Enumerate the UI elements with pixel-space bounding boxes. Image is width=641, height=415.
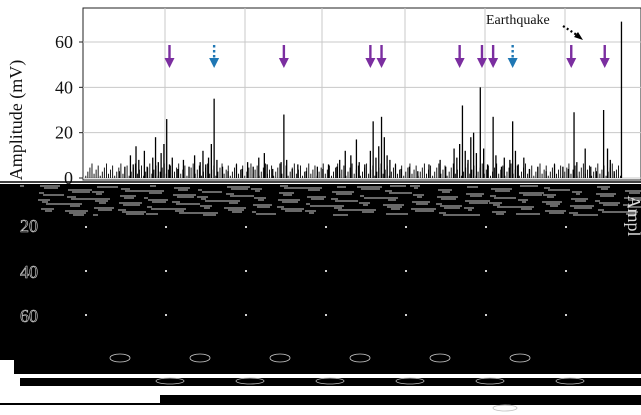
- artifact-strip-3: [160, 395, 641, 405]
- artifact-blob-top-4: [429, 353, 451, 363]
- y-tick-label-20: 20: [55, 123, 73, 143]
- artifact-blob-mid-2: [315, 377, 345, 385]
- grid-dot-0-6: [565, 226, 567, 228]
- y-tick-label-0: 0: [64, 168, 73, 188]
- purple-marker-6-icon: [488, 45, 499, 68]
- grid-dot-0-3: [325, 226, 327, 228]
- grid-dot-2-0: [85, 314, 87, 316]
- purple-marker-5-icon: [476, 45, 487, 68]
- earthquake-label: Earthquake: [486, 13, 550, 28]
- vertical-gridlines: [164, 8, 566, 178]
- mirror-y-tick-label-20: 20: [20, 216, 38, 236]
- grid-dot-2-4: [405, 314, 407, 316]
- lower-panel-background: [0, 184, 641, 360]
- grid-dot-0-5: [485, 226, 487, 228]
- artifact-blob-mid-0: [155, 377, 185, 385]
- bottom-artifact-strips: [0, 353, 641, 412]
- artifact-blob-top-3: [349, 353, 371, 363]
- y-axis-title-right: Ampl: [624, 195, 641, 236]
- blue-marker-1-icon: [507, 45, 518, 68]
- y-tick-label-60: 60: [55, 32, 73, 52]
- artifact-blob-mid-3: [395, 377, 425, 385]
- upper-panel: 0 20 40 60 Earthquake Amplitude (mV): [6, 7, 641, 188]
- grid-dot-1-0: [85, 270, 87, 272]
- y-axis-ticks: 0 20 40 60: [55, 32, 83, 188]
- blue-marker-0-icon: [209, 45, 220, 68]
- y-axis-title-top: Amplitude (mV): [6, 60, 27, 180]
- lower-panel: 20 40 60 Ampl: [0, 184, 641, 360]
- lower-panel-noise: [20, 185, 641, 216]
- artifact-strip-1: [14, 360, 641, 374]
- artifact-blob-bottom: [492, 404, 518, 412]
- mirror-y-tick-label-60: 60: [20, 306, 38, 326]
- artifact-blobs: [109, 353, 585, 412]
- grid-dot-2-3: [325, 314, 327, 316]
- grid-dot-2-5: [485, 314, 487, 316]
- grid-dot-2-1: [165, 314, 167, 316]
- purple-marker-1-icon: [278, 45, 289, 68]
- grid-dot-1-1: [165, 270, 167, 272]
- grid-dot-2-6: [565, 314, 567, 316]
- signal-spikes: [85, 21, 623, 178]
- purple-marker-8-icon: [599, 45, 610, 68]
- grid-dot-0-4: [405, 226, 407, 228]
- grid-dot-0-2: [245, 226, 247, 228]
- mirror-y-ticks: 20 40 60: [20, 216, 39, 327]
- grid-dot-1-5: [485, 270, 487, 272]
- purple-marker-0-icon: [164, 45, 175, 68]
- purple-marker-3-icon: [376, 45, 387, 68]
- grid-dot-1-3: [325, 270, 327, 272]
- y-tick-label-40: 40: [55, 77, 73, 97]
- grid-dot-1-6: [565, 270, 567, 272]
- artifact-blob-mid-5: [555, 377, 585, 385]
- purple-marker-4-icon: [454, 45, 465, 68]
- artifact-blob-top-1: [189, 353, 211, 363]
- grid-dot-0-0: [85, 226, 87, 228]
- artifact-blob-top-5: [509, 353, 531, 363]
- grid-dot-1-4: [405, 270, 407, 272]
- earthquake-annotation: Earthquake: [486, 13, 583, 40]
- event-markers: [164, 45, 610, 68]
- grid-dot-1-2: [245, 270, 247, 272]
- mirror-y-tick-label-40: 40: [20, 262, 38, 282]
- artifact-strip-2: [20, 378, 641, 386]
- earthquake-arrowhead-icon: [574, 32, 583, 40]
- artifact-blob-top-2: [269, 353, 291, 363]
- lower-panel-grid-dots: [85, 226, 567, 316]
- grid-dot-0-1: [165, 226, 167, 228]
- artifact-blob-top-0: [109, 353, 131, 363]
- purple-marker-2-icon: [365, 45, 376, 68]
- earthquake-arrow-icon: [562, 25, 581, 38]
- artifact-blob-mid-1: [235, 377, 265, 385]
- grid-dot-2-2: [245, 314, 247, 316]
- artifact-blob-mid-4: [475, 377, 505, 385]
- purple-marker-7-icon: [566, 45, 577, 68]
- upper-panel-frame: [82, 7, 641, 181]
